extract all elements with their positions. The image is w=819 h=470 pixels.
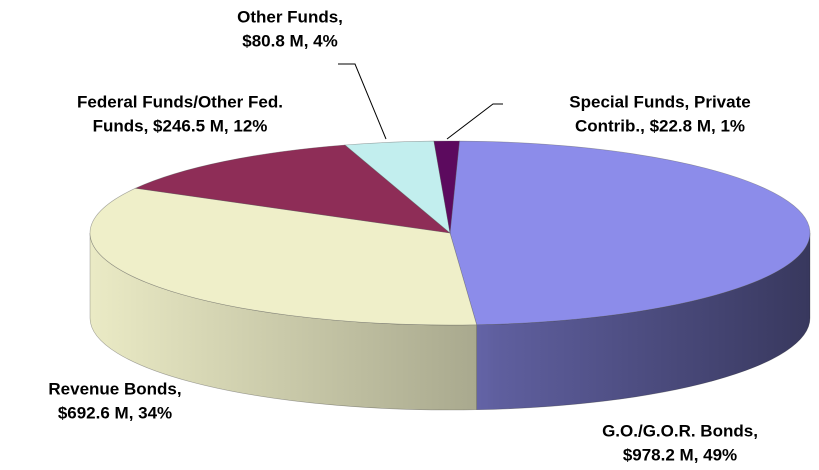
slice-label: Revenue Bonds, [48, 379, 181, 398]
slice-label: Funds, $246.5 M, 12% [93, 116, 268, 135]
slice-label: Special Funds, Private [569, 92, 750, 111]
slice [134, 144, 451, 234]
slice-label: $80.8 M, 4% [242, 31, 337, 50]
leader-line [338, 63, 387, 140]
slice [89, 187, 478, 326]
pie-sides [89, 232, 811, 411]
slice-label: Federal Funds/Other Fed. [77, 92, 283, 111]
leader-line [446, 103, 503, 140]
slice [433, 140, 460, 234]
labels: G.O./G.O.R. Bonds, $978.2 M, 49% Revenue B… [48, 7, 758, 464]
slice-label: $978.2 M, 49% [623, 445, 737, 464]
slice-side-shade [476, 233, 810, 410]
slice-label: Other Funds, [237, 7, 343, 26]
slice-side-shade [90, 233, 477, 411]
slice-label: G.O./G.O.R. Bonds, [602, 421, 758, 440]
slice-label: Contrib., $22.8 M, 1% [575, 116, 745, 135]
slice-label: $692.6 M, 34% [58, 403, 172, 422]
slice [449, 140, 811, 326]
pie-tops [89, 140, 811, 326]
